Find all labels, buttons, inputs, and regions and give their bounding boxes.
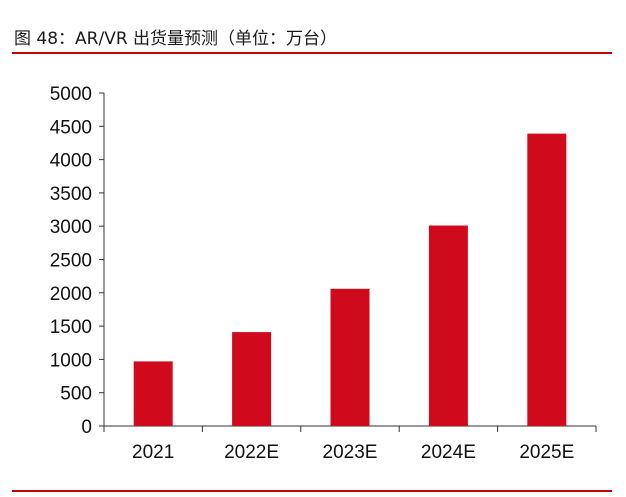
y-tick-label: 4000 (50, 151, 92, 172)
bars (133, 133, 567, 426)
bar-2023E (330, 288, 370, 426)
y-tick-label: 5000 (50, 84, 92, 105)
x-axis: 2021 2022E 2023E 2024E 2025E (103, 425, 597, 463)
x-tick-label: 2022E (224, 442, 279, 463)
y-tick-label: 3500 (50, 184, 92, 205)
x-tick-label: 2024E (421, 442, 476, 463)
x-tick-label: 2023E (323, 442, 378, 463)
y-tick-label: 500 (60, 384, 92, 405)
bar-2021 (133, 361, 173, 426)
bar-2024E (428, 225, 468, 426)
bar-2022E (232, 332, 272, 426)
y-tick-label: 1000 (50, 350, 92, 371)
y-tick-label: 0 (81, 417, 92, 438)
bar-2025E (527, 133, 567, 426)
x-tick-label: 2025E (519, 442, 574, 463)
y-tick-label: 4500 (50, 117, 92, 138)
y-tick-label: 3000 (50, 217, 92, 238)
y-axis: 0 500 1000 1500 2000 2500 3000 3500 4000 4500 5000 (50, 84, 105, 438)
y-tick-label: 1500 (50, 317, 92, 338)
bottom-divider (12, 490, 612, 492)
y-tick-label: 2000 (50, 284, 92, 305)
y-tick-label: 2500 (50, 251, 92, 272)
x-tick-label: 2021 (132, 442, 174, 463)
chart-title: 图 48：AR/VR 出货量预测（单位：万台） (14, 29, 338, 49)
title-divider (12, 52, 612, 54)
